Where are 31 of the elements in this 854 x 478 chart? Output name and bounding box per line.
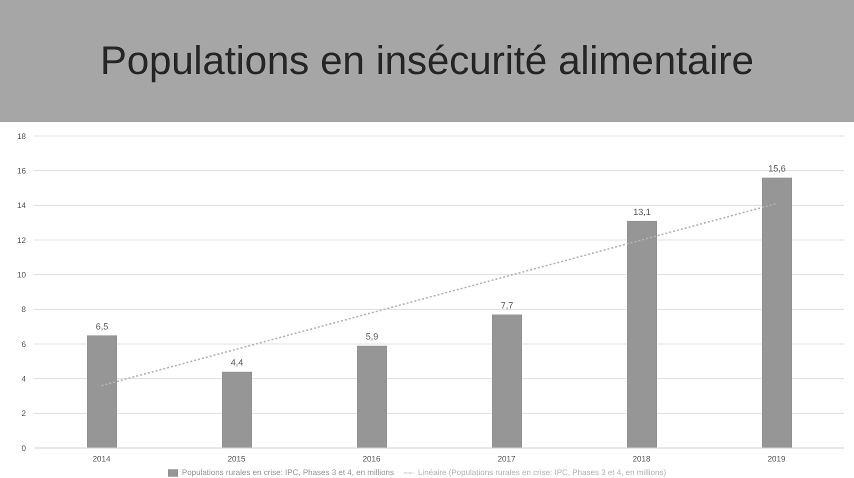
y-tick-label: 2 — [22, 409, 27, 418]
y-tick-label: 18 — [17, 132, 27, 141]
data-label: 5,9 — [366, 332, 378, 342]
y-tick-label: 10 — [17, 270, 27, 280]
x-tick-label: 2016 — [362, 454, 381, 464]
bar — [762, 178, 792, 448]
data-label: 15,6 — [768, 164, 786, 174]
bar — [492, 314, 522, 448]
data-label: 6,5 — [96, 321, 108, 332]
data-label: 13,1 — [633, 206, 651, 217]
chart-title: Populations en insécurité alimentaire — [100, 38, 754, 84]
bar — [87, 335, 117, 448]
bar — [627, 220, 657, 448]
data-label: 4,4 — [230, 358, 244, 368]
bar — [222, 372, 252, 448]
x-tick-label: 2015 — [228, 454, 246, 464]
legend-label: Populations rurales en crise: IPC, Phases 3 et 4, en millions — [182, 468, 394, 478]
bar — [357, 346, 387, 448]
x-tick-label: 2014 — [92, 454, 111, 464]
y-tick-label: 4 — [22, 374, 27, 384]
y-tick-label: 12 — [17, 236, 27, 245]
y-tick-label: 14 — [17, 201, 27, 210]
data-label: 7,7 — [500, 300, 514, 311]
y-tick-label: 0 — [22, 444, 27, 453]
legend-label: Linéaire (Populations rurales en crise: IPC, Phases 3 et 4, en millions) — [418, 468, 666, 478]
x-tick-label: 2017 — [498, 454, 516, 464]
x-tick-label: 2019 — [768, 454, 786, 464]
y-tick-label: 6 — [22, 340, 27, 349]
x-tick-label: 2018 — [632, 454, 651, 464]
y-tick-label: 16 — [17, 166, 27, 176]
y-tick-label: 8 — [22, 305, 27, 314]
